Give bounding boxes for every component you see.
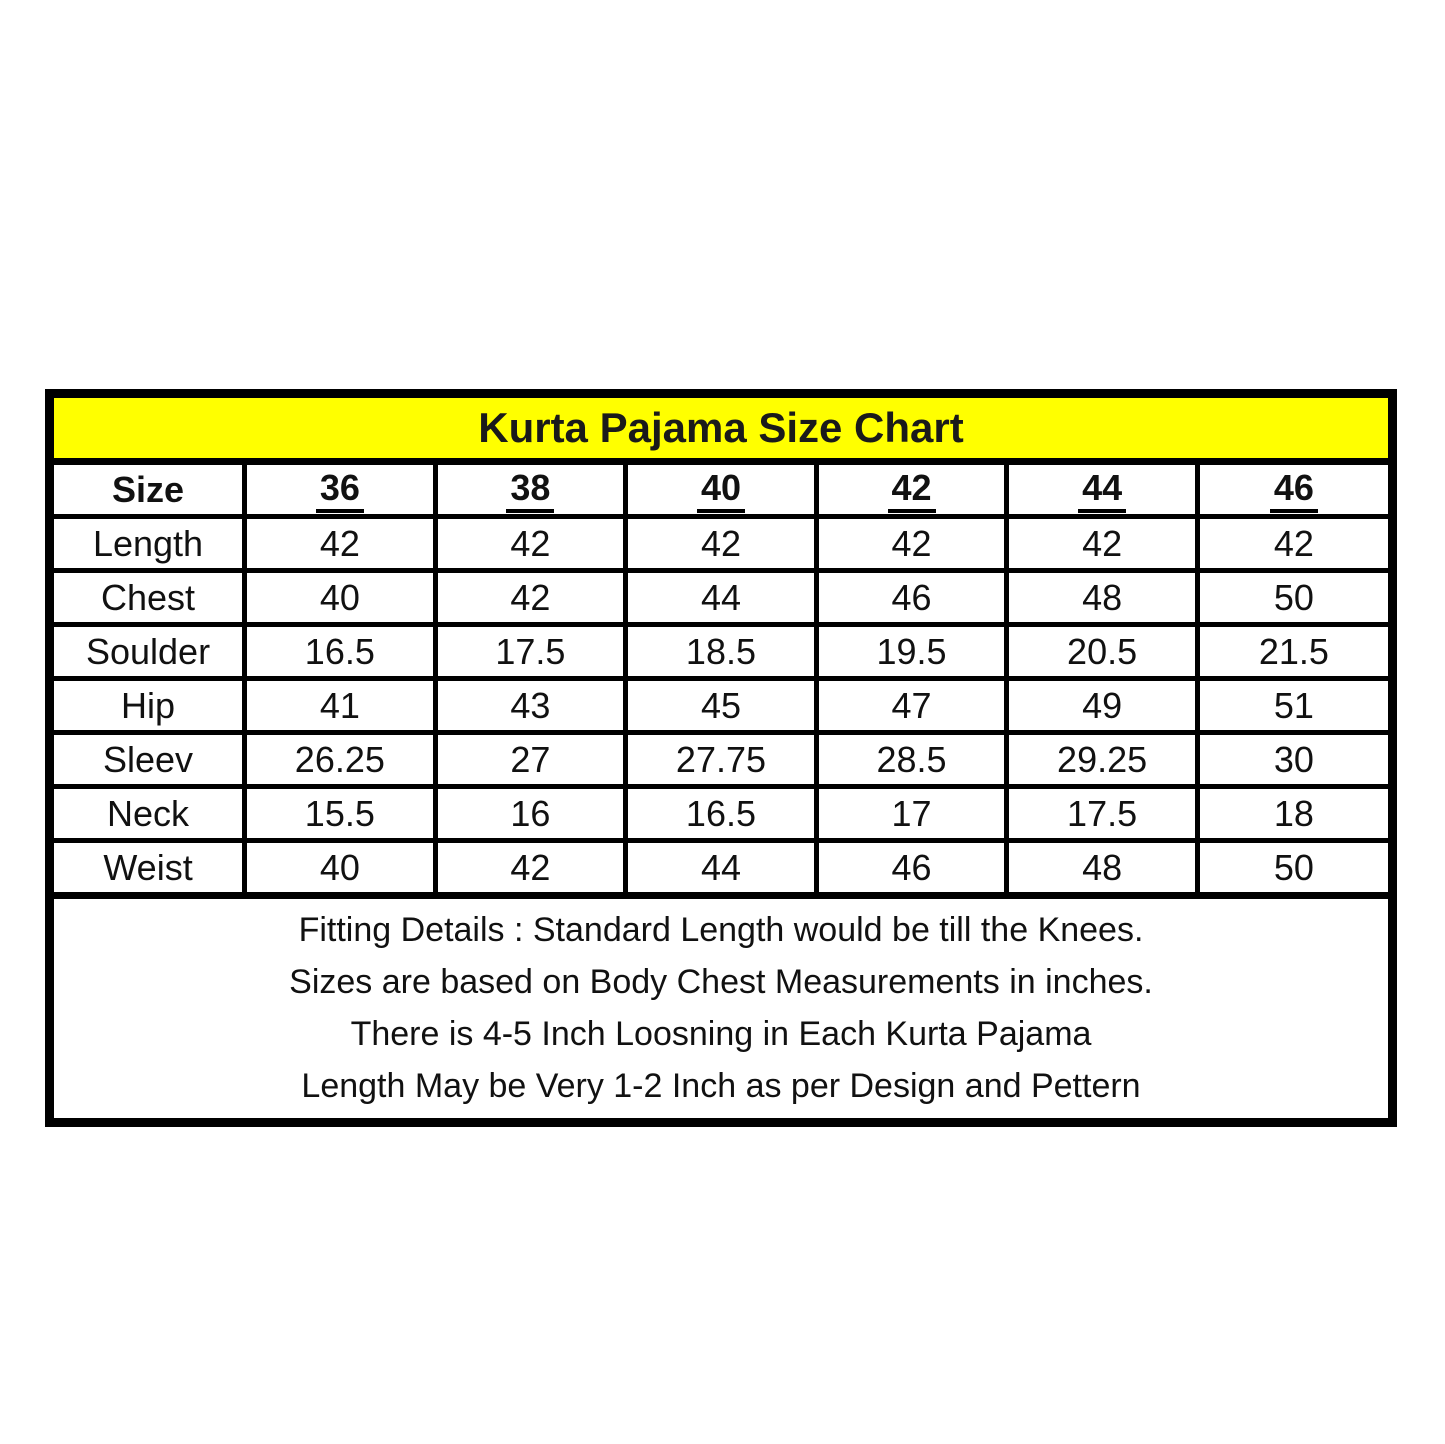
size-value-cell: 42	[623, 514, 819, 573]
size-value-cell: 27	[432, 730, 629, 789]
size-value-cell: 41	[242, 676, 438, 735]
size-value-cell: 17.5	[432, 622, 629, 681]
fitting-note-line: There is 4-5 Inch Loosning in Each Kurta…	[350, 1015, 1092, 1053]
row-label: Sleev	[54, 730, 248, 789]
size-value-cell: 42	[432, 514, 629, 573]
column-header: 42	[813, 465, 1010, 519]
size-value-cell: 17	[813, 784, 1010, 843]
column-header: 40	[623, 465, 819, 519]
size-value-cell: 48	[1004, 838, 1200, 892]
fitting-note-line: Fitting Details : Standard Length would …	[298, 911, 1144, 949]
size-value-cell: 46	[813, 838, 1010, 892]
size-value-cell: 42	[1004, 514, 1200, 573]
size-value-cell: 46	[813, 568, 1010, 627]
table-row: Soulder 16.5 17.5 18.5 19.5 20.5 21.5	[54, 622, 1388, 681]
row-label: Chest	[54, 568, 248, 627]
table-row: Length 42 42 42 42 42 42	[54, 514, 1388, 573]
column-header: 36	[242, 465, 438, 519]
size-value-cell: 16.5	[623, 784, 819, 843]
size-value-cell: 30	[1194, 730, 1388, 789]
fitting-notes: Fitting Details : Standard Length would …	[54, 892, 1388, 1118]
size-column-header: Size	[54, 465, 248, 519]
size-value-cell: 43	[432, 676, 629, 735]
size-value-cell: 40	[242, 838, 438, 892]
column-header: 44	[1004, 465, 1200, 519]
size-value-cell: 28.5	[813, 730, 1010, 789]
size-value-cell: 26.25	[242, 730, 438, 789]
header-row: Size 36 38 40 42 44 46	[54, 465, 1388, 519]
size-value-cell: 16.5	[242, 622, 438, 681]
measurements-table: Size 36 38 40 42 44 46 Length 42 42 42 42 42 42 Chest…	[54, 465, 1388, 892]
chart-title: Kurta Pajama Size Chart	[54, 398, 1388, 465]
size-value-cell: 27.75	[623, 730, 819, 789]
table-row: Neck 15.5 16 16.5 17 17.5 18	[54, 784, 1388, 843]
size-value-cell: 48	[1004, 568, 1200, 627]
table-body: Length 42 42 42 42 42 42 Chest 40 42 44 46 48 50 Sould…	[54, 514, 1388, 892]
size-value-cell: 42	[432, 568, 629, 627]
size-value-cell: 40	[242, 568, 438, 627]
row-label: Hip	[54, 676, 248, 735]
size-value-cell: 42	[242, 514, 438, 573]
size-value-cell: 21.5	[1194, 622, 1388, 681]
table-row: Weist 40 42 44 46 48 50	[54, 838, 1388, 892]
row-label: Neck	[54, 784, 248, 843]
size-value-cell: 50	[1194, 568, 1388, 627]
column-header: 46	[1194, 465, 1388, 519]
size-value-cell: 44	[623, 568, 819, 627]
size-value-cell: 50	[1194, 838, 1388, 892]
fitting-note-line: Length May be Very 1-2 Inch as per Desig…	[301, 1067, 1141, 1105]
table-row: Hip 41 43 45 47 49 51	[54, 676, 1388, 735]
row-label: Soulder	[54, 622, 248, 681]
size-option-label: 38	[506, 467, 555, 513]
size-option-label: 42	[887, 467, 936, 513]
row-label: Length	[54, 514, 248, 573]
fitting-note-line: Sizes are based on Body Chest Measuremen…	[289, 963, 1153, 1001]
row-label: Weist	[54, 838, 248, 892]
size-chart-table: Kurta Pajama Size Chart Size 36 38 40 42 44 46…	[45, 389, 1397, 1127]
size-value-cell: 18.5	[623, 622, 819, 681]
table-header: Size 36 38 40 42 44 46	[54, 465, 1388, 519]
size-value-cell: 51	[1194, 676, 1388, 735]
table-row: Chest 40 42 44 46 48 50	[54, 568, 1388, 627]
size-value-cell: 44	[623, 838, 819, 892]
size-value-cell: 19.5	[813, 622, 1010, 681]
table-row: Sleev 26.25 27 27.75 28.5 29.25 30	[54, 730, 1388, 789]
size-option-label: 40	[696, 467, 745, 513]
size-value-cell: 15.5	[242, 784, 438, 843]
size-option-label: 44	[1078, 467, 1127, 513]
size-value-cell: 42	[1194, 514, 1388, 573]
size-value-cell: 45	[623, 676, 819, 735]
column-header: 38	[432, 465, 629, 519]
size-value-cell: 29.25	[1004, 730, 1200, 789]
size-value-cell: 49	[1004, 676, 1200, 735]
size-option-label: 36	[315, 467, 364, 513]
size-value-cell: 20.5	[1004, 622, 1200, 681]
size-value-cell: 17.5	[1004, 784, 1200, 843]
size-value-cell: 42	[813, 514, 1010, 573]
size-option-label: 46	[1269, 467, 1318, 513]
size-value-cell: 18	[1194, 784, 1388, 843]
size-value-cell: 47	[813, 676, 1010, 735]
size-value-cell: 42	[432, 838, 629, 892]
size-value-cell: 16	[432, 784, 629, 843]
